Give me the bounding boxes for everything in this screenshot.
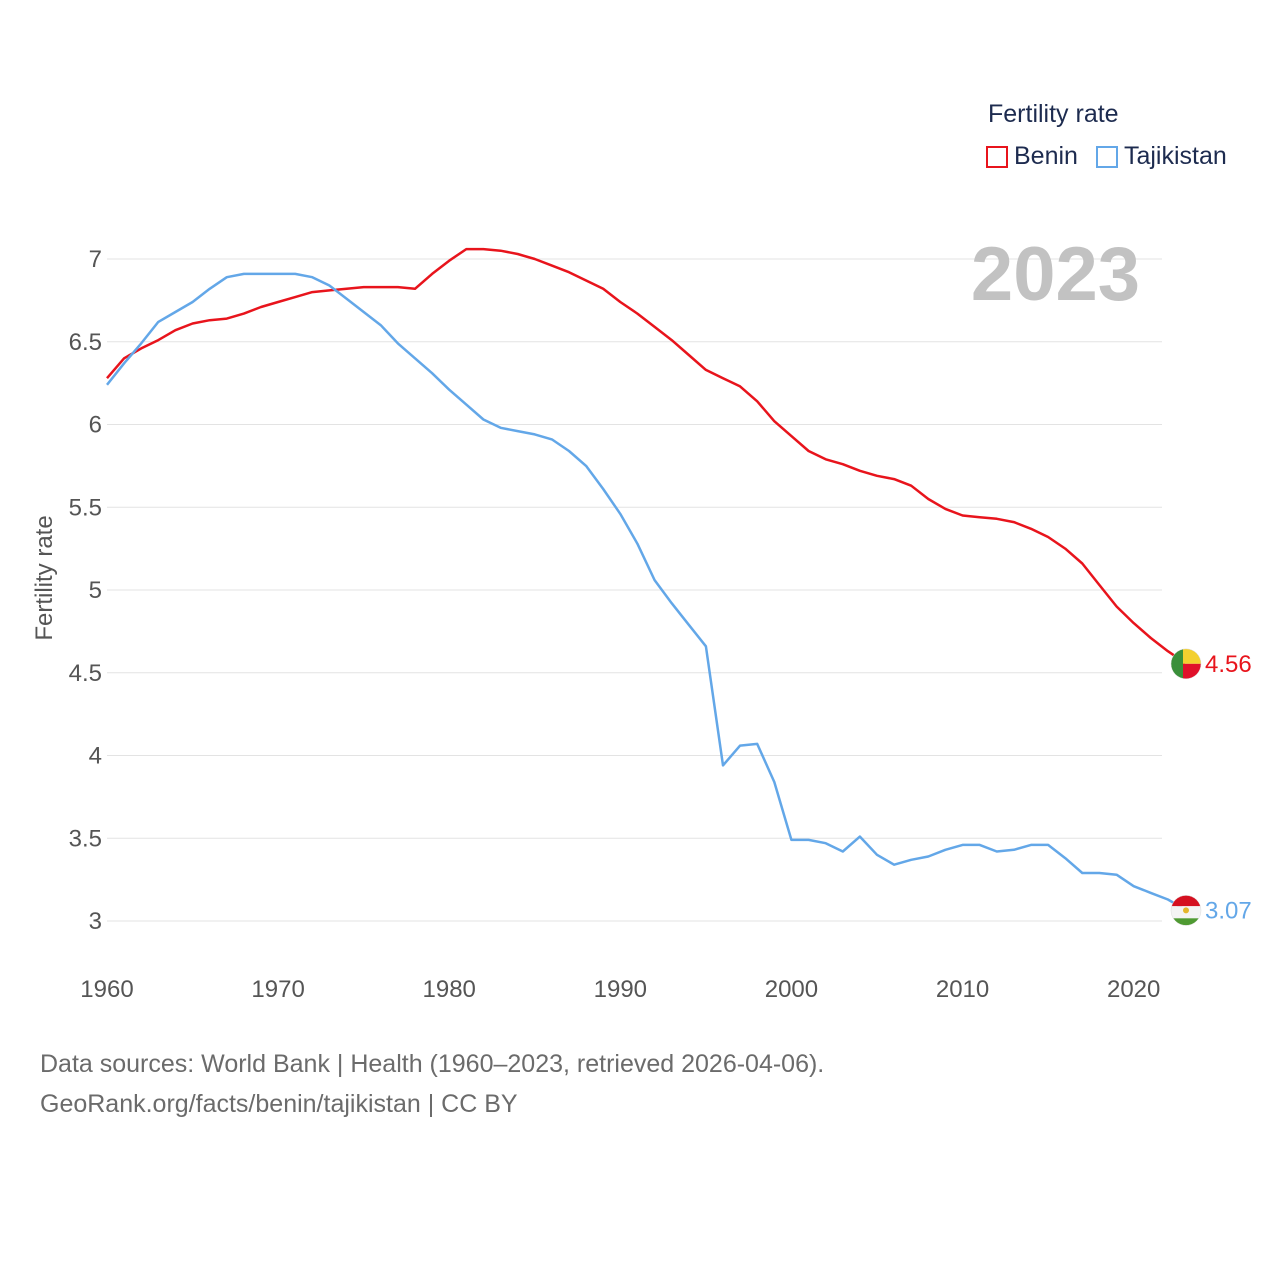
benin-flag-icon (1170, 648, 1202, 680)
year-watermark: 2023 (971, 232, 1140, 317)
legend: Benin Tajikistan (986, 142, 1245, 171)
series-line-tajikistan (106, 272, 1186, 911)
series-lines (106, 247, 1186, 911)
x-tick-label: 2000 (765, 976, 818, 1003)
series-end-value: 4.56 (1205, 651, 1252, 678)
y-tick-label: 4.5 (69, 660, 102, 687)
legend-label-tajikistan: Tajikistan (1123, 142, 1227, 170)
y-tick-label: 5 (89, 577, 102, 604)
legend-label-benin: Benin (1014, 142, 1078, 170)
legend-swatch-tajikistan (1095, 145, 1118, 168)
x-tick-label: 2020 (1107, 976, 1160, 1003)
y-tick-label: 3.5 (69, 825, 102, 852)
y-tick-label: 3 (89, 908, 102, 935)
series-end-markers: 4.56 3.07 (1170, 648, 1252, 926)
y-tick-label: 6.5 (69, 329, 102, 356)
x-tick-label: 1980 (423, 976, 476, 1003)
legend-swatch-benin (986, 145, 1008, 168)
legend-item-tajikistan[interactable]: Tajikistan (1095, 142, 1227, 171)
footer: Data sources: World Bank | Health (1960–… (40, 1044, 824, 1124)
y-tick-label: 6 (89, 412, 102, 439)
legend-item-benin[interactable]: Benin (986, 142, 1078, 171)
x-tick-label: 1970 (251, 976, 304, 1003)
series-line-benin (106, 247, 1186, 664)
y-tick-label: 4 (89, 743, 102, 770)
x-tick-label: 1990 (594, 976, 647, 1003)
x-axis-ticks: 1960 1970 1980 1990 2000 2010 2020 (80, 976, 1160, 1003)
x-tick-label: 1960 (80, 976, 133, 1003)
series-end-value: 3.07 (1205, 897, 1252, 924)
legend-title: Fertility rate (988, 100, 1119, 128)
y-tick-label: 7 (89, 246, 102, 273)
credit-link[interactable]: GeoRank.org/facts/benin/tajikistan | CC … (40, 1090, 518, 1118)
gridlines (107, 258, 1162, 922)
data-sources-text: Data sources: World Bank | Health (1960–… (40, 1050, 825, 1078)
y-axis-ticks: 3 3.5 4 4.5 5 5.5 6 6.5 7 (69, 246, 102, 935)
y-axis-label: Fertility rate (31, 515, 58, 640)
tajikistan-flag-icon (1170, 895, 1202, 926)
x-tick-label: 2010 (936, 976, 989, 1003)
y-tick-label: 5.5 (69, 494, 102, 521)
